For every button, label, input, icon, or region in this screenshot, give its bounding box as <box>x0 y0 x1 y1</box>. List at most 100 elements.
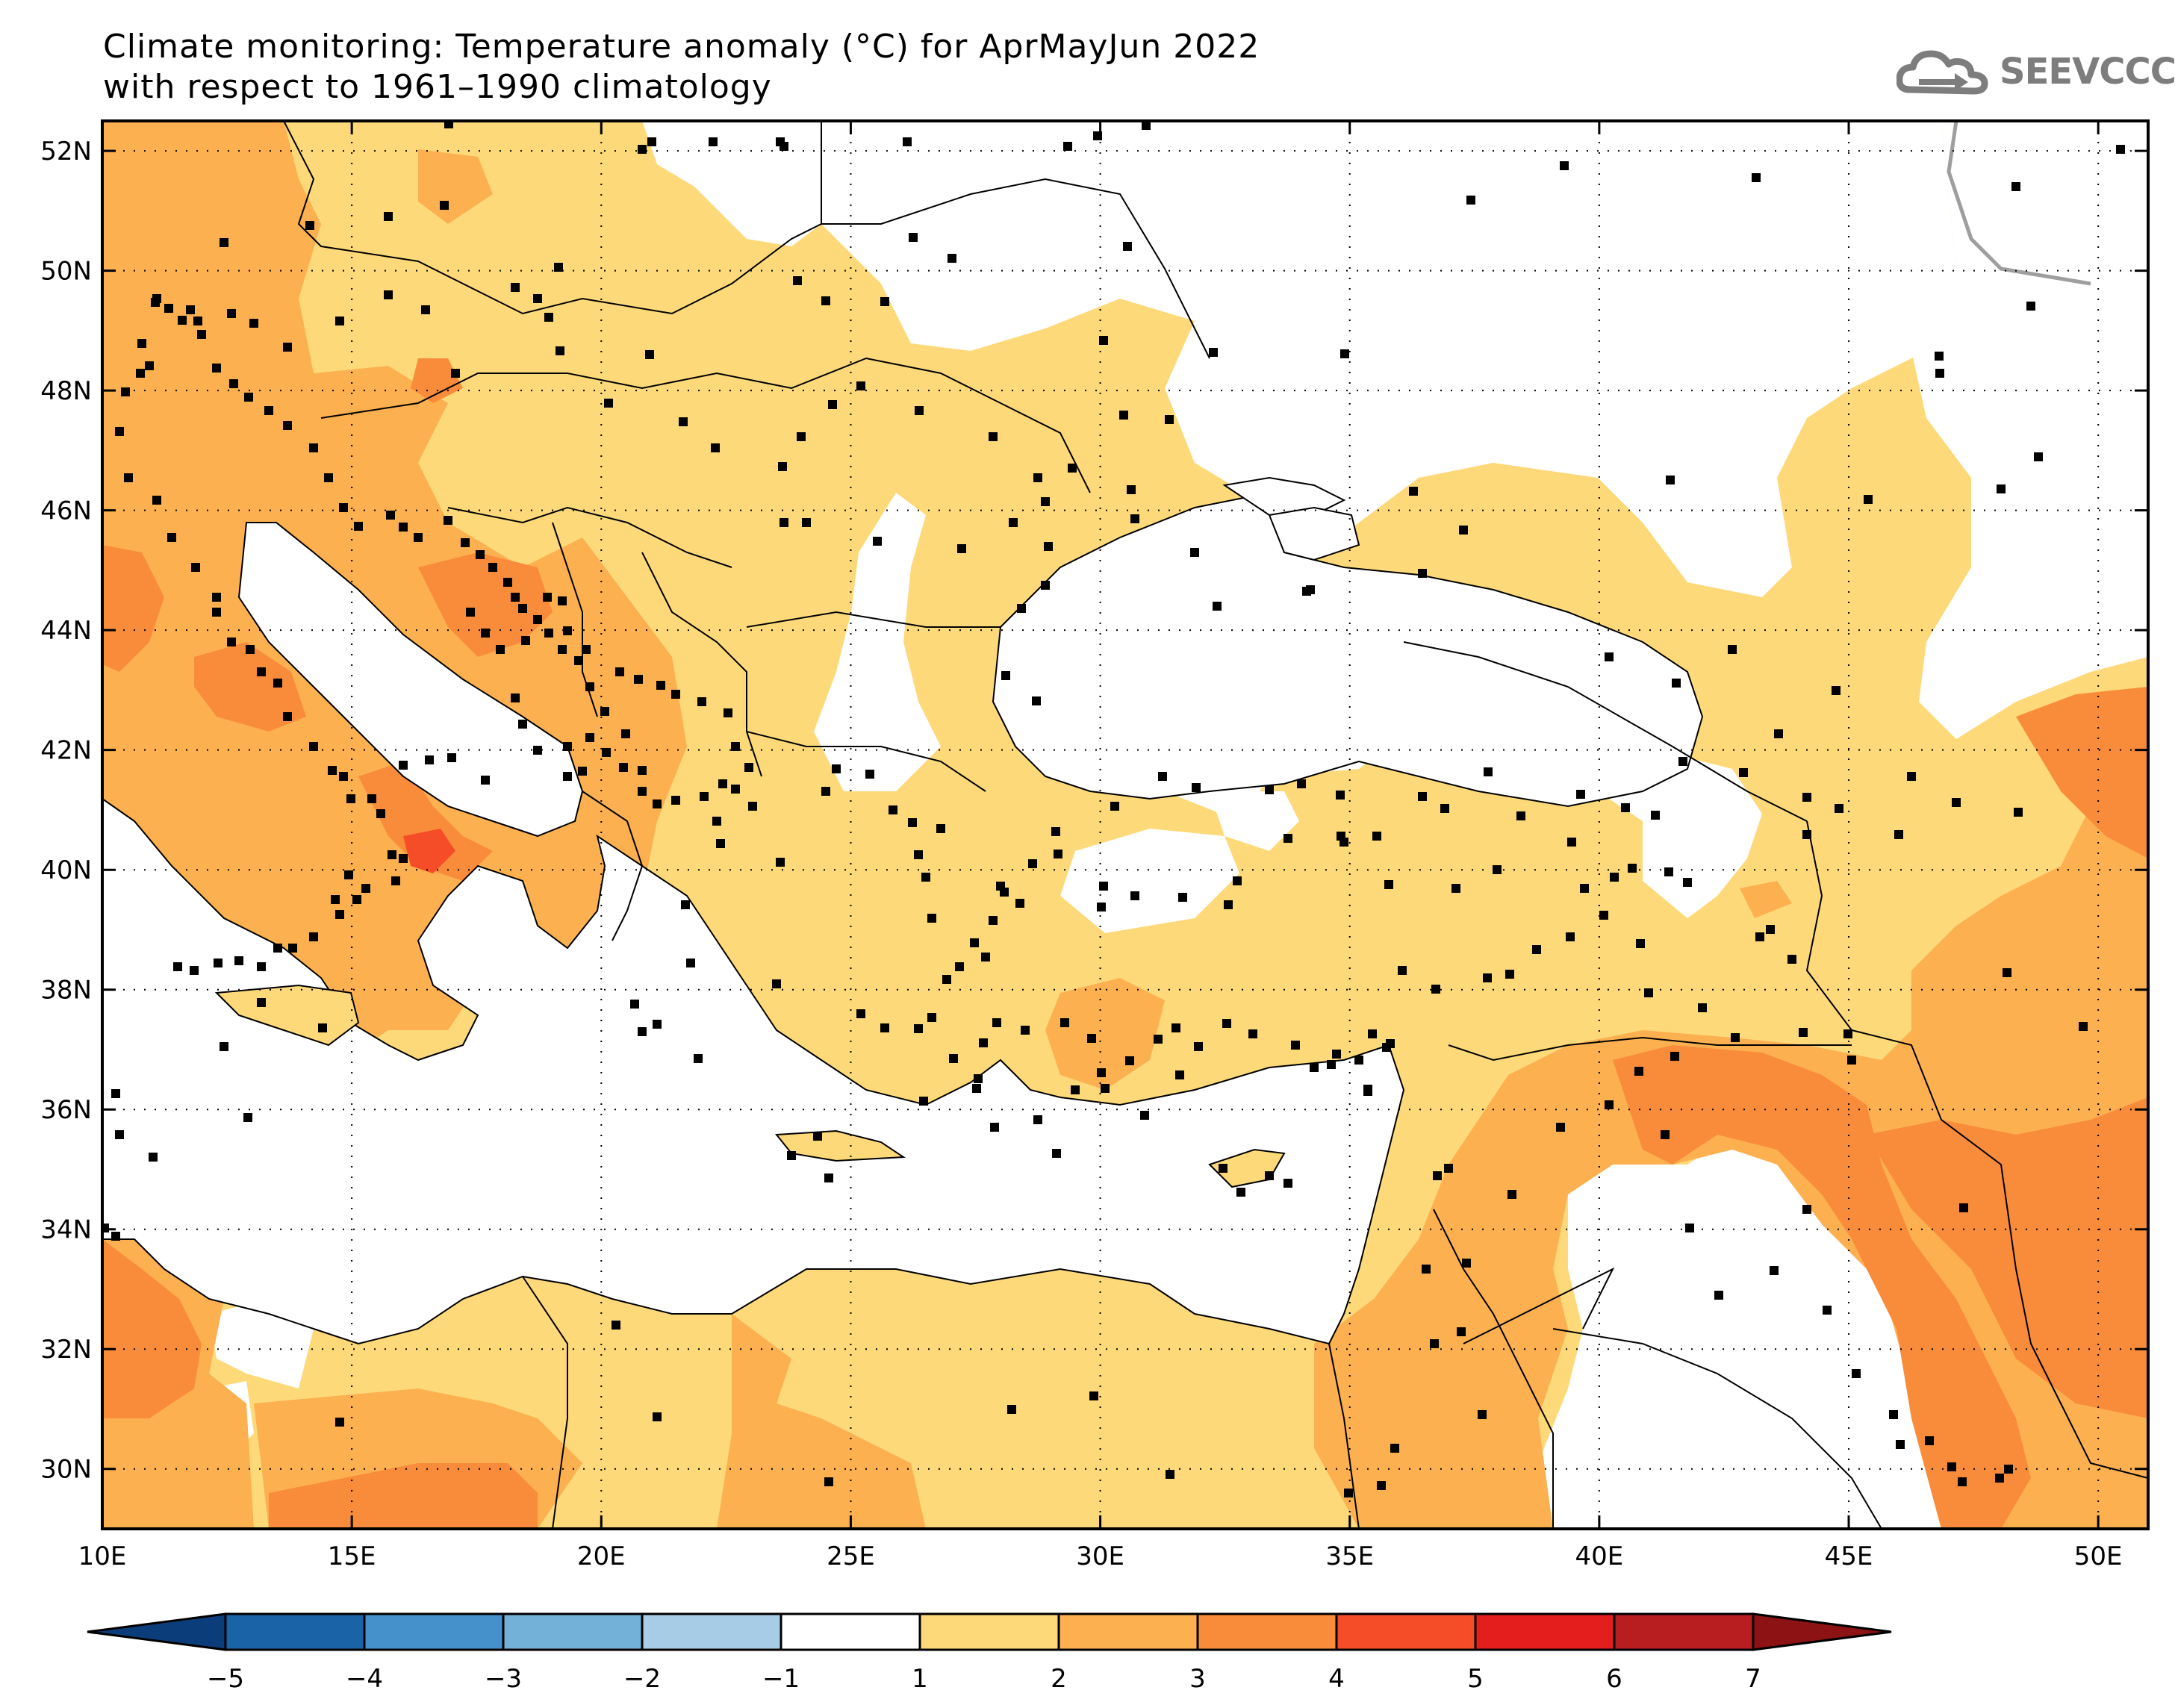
station-marker <box>1532 945 1541 954</box>
station-marker <box>1154 1035 1163 1044</box>
station-marker <box>1097 1068 1106 1077</box>
x-tick-label: 50E <box>2074 1542 2123 1571</box>
station-marker <box>716 839 725 848</box>
station-marker <box>1337 832 1345 841</box>
station-marker <box>1418 569 1427 578</box>
station-marker <box>1236 1188 1245 1197</box>
station-marker <box>1028 859 1037 868</box>
country-borders <box>283 121 2148 1529</box>
station-marker <box>328 766 337 775</box>
station-marker <box>832 764 841 773</box>
station-marker <box>1802 793 1811 802</box>
station-marker <box>908 818 917 827</box>
station-marker <box>1166 1470 1174 1479</box>
station-marker <box>481 776 490 785</box>
station-marker <box>193 317 202 325</box>
station-marker <box>1386 1039 1395 1048</box>
station-marker <box>602 748 611 757</box>
station-marker <box>979 1038 988 1047</box>
station-marker <box>1823 1306 1832 1315</box>
station-marker <box>283 712 292 721</box>
station-marker <box>1566 932 1575 941</box>
station-marker <box>1213 602 1222 611</box>
station-marker <box>1041 581 1050 590</box>
station-marker <box>384 212 393 221</box>
station-marker <box>989 916 998 925</box>
station-marker <box>638 766 647 775</box>
station-marker <box>1089 1391 1098 1400</box>
station-marker <box>585 733 594 742</box>
anomaly-4-5-regions <box>403 829 455 873</box>
station-marker <box>780 142 788 151</box>
station-marker <box>1000 888 1009 897</box>
station-marker <box>220 238 228 247</box>
station-marker <box>1127 485 1136 494</box>
station-marker <box>1044 542 1053 551</box>
station-marker <box>354 522 363 531</box>
station-marker <box>414 533 423 542</box>
station-marker <box>339 503 348 512</box>
station-marker <box>283 421 292 430</box>
station-marker <box>1097 903 1106 911</box>
station-marker <box>344 870 353 879</box>
station-marker <box>173 962 182 971</box>
station-marker <box>679 417 688 426</box>
station-marker <box>1628 864 1637 873</box>
station-marker <box>518 604 527 613</box>
station-marker <box>824 1174 833 1182</box>
colorbar-label: −5 <box>207 1664 244 1694</box>
station-marker <box>388 850 396 859</box>
station-marker <box>212 608 221 617</box>
anomaly-near-normal-regions <box>194 121 2148 1529</box>
station-marker <box>1766 925 1775 934</box>
station-marker <box>909 233 918 242</box>
station-marker <box>927 1013 936 1022</box>
x-tick-label: 40E <box>1575 1542 1624 1571</box>
station-marker <box>558 596 567 605</box>
station-marker <box>927 914 936 923</box>
station-marker <box>273 944 282 953</box>
station-marker <box>227 638 236 646</box>
station-marker <box>856 381 865 390</box>
station-marker <box>361 884 370 893</box>
station-marker <box>915 406 924 415</box>
colorbar-label: 6 <box>1606 1664 1622 1694</box>
station-marker <box>466 608 475 617</box>
station-marker <box>1787 955 1796 964</box>
station-marker <box>444 516 452 525</box>
station-marker <box>1158 772 1167 781</box>
station-marker <box>1714 1291 1723 1300</box>
station-marker <box>421 305 430 314</box>
station-marker <box>1306 585 1315 594</box>
station-marker <box>249 319 258 328</box>
adriatic-sea <box>237 522 584 838</box>
chart-title-line-1: Climate monitoring: Temperature anomaly … <box>103 28 1260 66</box>
station-marker <box>709 137 718 146</box>
station-marker <box>346 794 355 803</box>
station-marker <box>391 876 400 885</box>
station-marker <box>488 563 497 572</box>
station-marker <box>533 615 542 624</box>
station-marker <box>615 667 624 676</box>
station-marker <box>1017 604 1026 613</box>
station-marker <box>1165 415 1174 424</box>
station-marker <box>1384 880 1393 889</box>
crimea <box>1268 506 1360 561</box>
station-marker <box>243 1113 252 1122</box>
station-marker <box>1372 832 1381 841</box>
station-marker <box>1605 1100 1614 1109</box>
station-marker <box>288 944 297 953</box>
station-marker <box>1409 487 1418 496</box>
station-marker <box>451 369 460 378</box>
station-marker <box>167 533 176 542</box>
station-marker <box>554 263 563 272</box>
station-marker <box>1752 173 1761 182</box>
station-marker <box>318 1023 327 1032</box>
station-marker <box>681 900 690 909</box>
station-marker <box>1021 1026 1030 1035</box>
station-marker <box>936 824 945 833</box>
station-marker <box>1907 772 1916 781</box>
station-marker <box>1995 1474 2004 1483</box>
colorbar-box <box>1613 1612 1755 1651</box>
station-marker <box>1774 729 1783 738</box>
